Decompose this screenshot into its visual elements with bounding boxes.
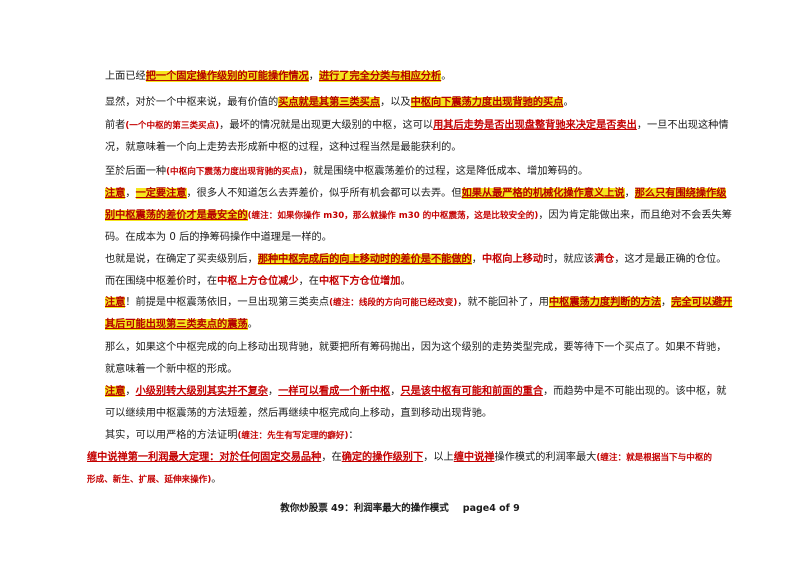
- paragraph-9: 注意，小级别转大级别其实并不复杂，一样可以看成一个新中枢，只是该中枢有可能和前面…: [87, 381, 733, 425]
- text: 至於后面一种: [105, 166, 167, 177]
- red-underlined-text: 确定的操作级别下: [341, 452, 424, 463]
- annotation-note: (缠注：线段的方向可能已经改变): [329, 298, 458, 308]
- text: ，: [471, 254, 482, 265]
- footer-title: 教你炒股票 49：利润率最大的操作模式: [280, 503, 449, 514]
- text: 那么，如果这个中枢完成的向上移动出现背驰，就要把所有筹码抛出，因为这个级别的走势…: [105, 342, 727, 375]
- text: 时，就应该: [543, 254, 594, 265]
- highlighted-text: 买点就是其第三类买点: [278, 97, 381, 108]
- paragraph-5: 注意，一定要注意，很多人不知道怎么去弄差价，似乎所有机会都可以去弄。但如果从最严…: [87, 183, 733, 249]
- red-text: 中枢上方仓位减少: [217, 276, 299, 287]
- highlighted-text: 注意: [105, 386, 126, 397]
- paragraph-4: 至於后面一种(中枢向下震荡力度出现背驰的买点)，就是围绕中枢震荡差价的过程，这是…: [87, 161, 733, 183]
- page-footer: 教你炒股票 49：利润率最大的操作模式 page4 of 9: [0, 500, 800, 514]
- text: ，一旦不出现这种情况，就意味着一个向上走势去形成新中枢的过程，这种过程当然是最能…: [105, 120, 729, 153]
- text: ，: [125, 386, 136, 397]
- red-text: 中枢向上移动: [481, 254, 544, 265]
- paragraph-8: 那么，如果这个中枢完成的向上移动出现背驰，就要把所有筹码抛出，因为这个级别的走势…: [87, 337, 733, 381]
- highlighted-text: 中枢向下震荡力度出现背驰的买点: [410, 97, 564, 108]
- text: ！前提是中枢震荡依旧，一旦出现第三类卖点: [125, 297, 330, 308]
- paragraph-1: 上面已经把一个固定操作级别的可能操作情况，进行了完全分类与相应分析。: [87, 66, 733, 88]
- highlighted-text: 注意: [105, 188, 126, 199]
- annotation-note: (一个中枢的第三类买点): [125, 121, 220, 131]
- text: 。: [563, 97, 574, 108]
- page-number: page4 of 9: [462, 503, 520, 514]
- red-underlined-text: 用其后走势是否出现盘整背驰来决定是否卖出: [433, 120, 637, 131]
- red-underlined-text: 缠中说禅第一利润最大定理：对於任何固定交易品种: [87, 452, 322, 463]
- text: ，: [661, 297, 672, 308]
- text: 。: [441, 71, 452, 82]
- red-underlined-text: 只是该中枢有可能和前面的重合: [400, 386, 544, 397]
- text: ，: [268, 386, 279, 397]
- highlighted-text: 如果从最严格的机械化操作意义上说: [461, 188, 625, 199]
- text: ，在: [321, 452, 342, 463]
- text: 也就是说，在确定了买卖级别后，: [105, 254, 258, 265]
- paragraph-10: 其实，可以用严格的方法证明(缠注：先生有写定理的癖好)：: [87, 425, 733, 447]
- paragraph-3: 前者(一个中枢的第三类买点)，最坏的情况就是出现更大级别的中枢，这可以用其后走势…: [87, 115, 733, 159]
- text: ，这才是最正确的仓位。而在围绕中枢差价时，在: [105, 254, 727, 287]
- text: ，以上: [423, 452, 454, 463]
- text: ，: [390, 386, 401, 397]
- annotation-note: (缠注：先生有写定理的癖好): [237, 431, 349, 441]
- text: 显然，对於一个中枢来说，最有价值的: [105, 97, 279, 108]
- text: ，就是围绕中枢震荡差价的过程，这是降低成本、增加筹码的。: [302, 166, 589, 177]
- text: ，: [125, 188, 136, 199]
- text: ，而趋势中是不可能出现的。该中枢，就可以继续用中枢震荡的方法短差，然后再继续中枢…: [105, 386, 727, 419]
- highlighted-text: 进行了完全分类与相应分析: [318, 71, 442, 82]
- text: ，最坏的情况就是出现更大级别的中枢，这可以: [219, 120, 434, 131]
- red-text: 满仓: [594, 254, 615, 265]
- red-underlined-text: 一样可以看成一个新中枢: [278, 386, 391, 397]
- text: ，: [624, 188, 635, 199]
- text: ：: [348, 430, 359, 441]
- text: 前者: [105, 120, 126, 131]
- text: ，很多人不知道怎么去弄差价，似乎所有机会都可以去弄。但: [186, 188, 462, 199]
- red-underlined-text: 小级别转大级别其实并不复杂: [135, 386, 268, 397]
- paragraph-11-theorem: 缠中说禅第一利润最大定理：对於任何固定交易品种，在确定的操作级别下，以上缠中说禅…: [87, 447, 715, 491]
- text: ，因为肯定能做出来，而且绝对不会丢失筹码。在成本为 0 后的挣筹码操作中道理是一…: [105, 210, 732, 243]
- text: 。: [400, 276, 411, 287]
- highlighted-text: 把一个固定操作级别的可能操作情况: [145, 71, 309, 82]
- paragraph-6: 也就是说，在确定了买卖级别后，那种中枢完成后的向上移动时的差价是不能做的，中枢向…: [87, 249, 733, 293]
- annotation-note: (中枢向下震荡力度出现背驰的买点): [166, 167, 303, 177]
- annotation-note: (缠注：如果你操作 m30，那么就操作 m30 的中枢震荡，这是比较安全的): [247, 211, 539, 221]
- text: 。: [211, 474, 222, 485]
- annotation-note: (缠注：就是根据当下与中枢的形成、新生、扩展、延伸来操作): [87, 453, 713, 485]
- red-underlined-text: 缠中说禅: [453, 452, 495, 463]
- text: 。: [247, 319, 258, 330]
- highlighted-text: 一定要注意: [135, 188, 187, 199]
- text: ，在: [298, 276, 319, 287]
- text: 操作模式的利润率最大: [494, 452, 597, 463]
- highlighted-text: 注意: [105, 297, 126, 308]
- highlighted-text: 中枢震荡力度判断的方法: [548, 297, 662, 308]
- highlighted-text: 那种中枢完成后的向上移动时的差价是不能做的: [257, 254, 472, 265]
- text: ，就不能回补了，用: [457, 297, 549, 308]
- text: ，以及: [380, 97, 411, 108]
- text: 上面已经: [105, 71, 146, 82]
- red-text: 中枢下方仓位增加: [318, 276, 401, 287]
- text: 其实，可以用严格的方法证明: [105, 430, 238, 441]
- text: ，: [308, 71, 319, 82]
- paragraph-2: 显然，对於一个中枢来说，最有价值的买点就是其第三类买点，以及中枢向下震荡力度出现…: [87, 92, 733, 114]
- paragraph-7: 注意！前提是中枢震荡依旧，一旦出现第三类卖点(缠注：线段的方向可能已经改变)，就…: [87, 292, 733, 336]
